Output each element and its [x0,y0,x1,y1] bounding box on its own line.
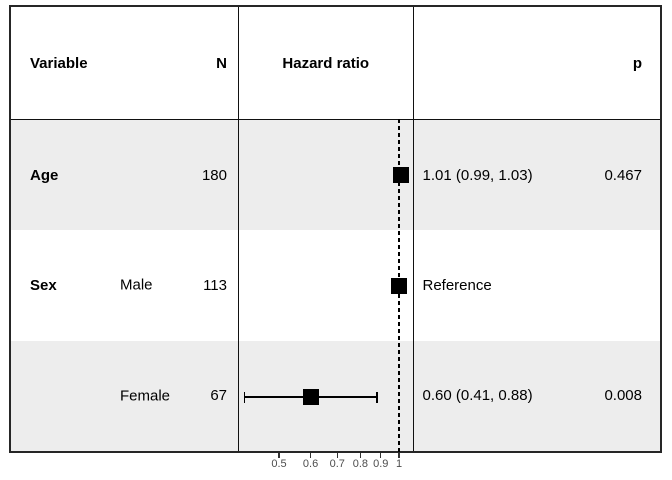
axis-tick-label: 1 [395,458,403,470]
axis-tick [380,453,382,458]
estimate-cell: 0.60 (0.41, 0.88) 0.008 [414,341,661,451]
n-value: 180 [201,166,227,184]
axis-tick [359,453,361,458]
plot-cell [239,120,414,231]
header-cell-variable-n: Variable N [11,7,239,119]
n-value: 67 [210,387,227,405]
estimate-cell: 1.01 (0.99, 1.03) 0.467 [414,120,661,230]
axis-tick [278,453,280,458]
plot-cell [239,230,414,341]
axis-tick-label: 0.6 [302,458,319,470]
axis-tick-label: 0.5 [271,458,287,470]
n-column-header: N [216,54,227,72]
hazard-ratio-column-header: Hazard ratio [282,54,370,72]
label-cell: Female 67 [11,340,239,451]
estimate-cell: Reference [414,230,661,340]
p-column-header: p [632,54,642,72]
estimate-ci-label: 0.60 (0.41, 0.88) [422,387,533,405]
plot-cell [239,340,414,451]
p-value: 0.008 [604,387,642,405]
header-cell-p: p [414,7,661,119]
label-cell: Age 180 [11,120,239,231]
forest-plot-table: Variable N Hazard ratio p Age 180 1.01 (… [9,5,662,453]
axis-tick [309,453,312,458]
axis-tick-label: 0.8 [352,458,369,470]
header-cell-hazard-ratio: Hazard ratio [239,7,414,119]
axis-tick [336,453,338,458]
estimate-ci-label: Reference [422,276,492,294]
axis-tick [398,453,400,458]
table-header-row: Variable N Hazard ratio p [11,7,660,120]
axis-tick-label: 0.9 [373,458,389,470]
axis-tick-label: 0.7 [329,458,345,470]
p-value: 0.467 [604,166,642,184]
estimate-ci-label: 1.01 (0.99, 1.03) [422,166,533,184]
n-value: 113 [203,276,227,294]
variable-label: Age [30,166,59,184]
level-label: Male [120,276,153,294]
table-row-age: Age 180 1.01 (0.99, 1.03) 0.467 [11,120,661,231]
table-row-sex-female: Female 67 0.60 (0.41, 0.88) 0.008 [11,340,661,451]
variable-column-header: Variable [30,54,88,72]
table-row-sex-male: Sex Male 113 Reference [11,230,661,341]
level-label: Female [120,387,171,405]
label-cell: Sex Male 113 [11,230,239,341]
variable-label: Sex [30,276,57,294]
